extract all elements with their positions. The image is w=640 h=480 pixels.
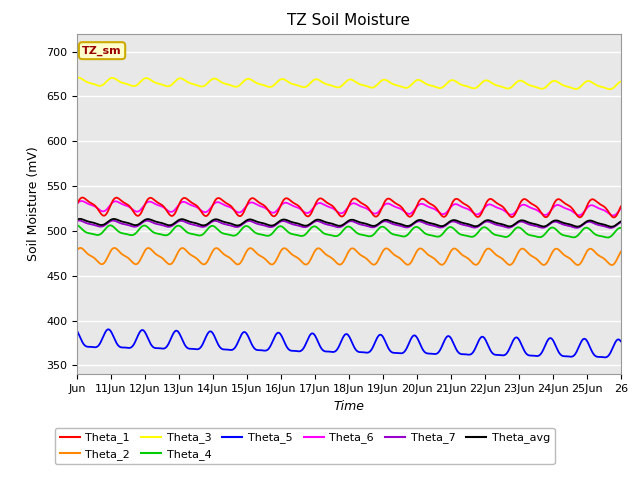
Theta_3: [605, 86, 613, 92]
Theta_avg: [76, 216, 84, 222]
Theta_1: [73, 202, 81, 207]
Theta_avg: [303, 223, 311, 228]
Theta_1: [303, 214, 311, 219]
Theta_7: [378, 219, 386, 225]
Theta_avg: [404, 223, 412, 229]
Theta_avg: [474, 223, 481, 228]
Theta_4: [617, 225, 625, 231]
Theta_2: [73, 248, 81, 253]
Theta_1: [568, 205, 576, 211]
Theta_6: [474, 212, 481, 217]
Theta_1: [404, 213, 412, 219]
X-axis label: Time: Time: [333, 400, 364, 413]
Theta_3: [243, 76, 251, 82]
Theta_2: [608, 262, 616, 268]
Theta_6: [378, 204, 386, 210]
Theta_2: [303, 261, 311, 267]
Theta_7: [617, 219, 625, 225]
Theta_6: [404, 211, 412, 216]
Line: Theta_3: Theta_3: [77, 78, 621, 89]
Theta_5: [568, 354, 576, 360]
Theta_4: [567, 234, 575, 240]
Theta_5: [243, 332, 251, 337]
Line: Theta_avg: Theta_avg: [77, 219, 621, 227]
Theta_3: [73, 75, 81, 81]
Theta_1: [610, 215, 618, 220]
Theta_2: [243, 248, 251, 253]
Theta_4: [403, 232, 411, 238]
Theta_4: [242, 223, 250, 229]
Theta_1: [79, 195, 86, 201]
Theta_2: [404, 262, 412, 267]
Theta_2: [474, 261, 481, 267]
Theta_6: [73, 201, 81, 207]
Theta_6: [609, 213, 617, 218]
Theta_7: [243, 218, 251, 224]
Theta_6: [568, 208, 576, 214]
Theta_5: [474, 340, 481, 346]
Theta_avg: [243, 217, 251, 223]
Theta_avg: [73, 217, 81, 223]
Legend: Theta_1, Theta_2, Theta_3, Theta_4, Theta_5, Theta_6, Theta_7, Theta_avg: Theta_1, Theta_2, Theta_3, Theta_4, Thet…: [55, 428, 555, 464]
Theta_3: [303, 83, 311, 89]
Theta_7: [303, 224, 311, 229]
Theta_5: [617, 338, 625, 344]
Theta_1: [243, 202, 251, 207]
Theta_5: [404, 342, 412, 348]
Theta_3: [74, 75, 82, 81]
Theta_avg: [608, 224, 616, 229]
Theta_4: [604, 235, 611, 240]
Theta_6: [243, 202, 251, 208]
Theta_6: [303, 210, 311, 216]
Line: Theta_1: Theta_1: [77, 198, 621, 217]
Theta_7: [404, 224, 412, 230]
Theta_7: [607, 225, 614, 231]
Theta_3: [617, 79, 625, 84]
Theta_1: [378, 204, 386, 210]
Theta_1: [474, 214, 481, 220]
Theta_4: [302, 231, 310, 237]
Theta_5: [105, 326, 113, 332]
Theta_2: [568, 257, 576, 263]
Theta_7: [73, 218, 81, 224]
Theta_avg: [568, 222, 576, 228]
Theta_2: [617, 249, 625, 254]
Theta_3: [378, 77, 386, 83]
Line: Theta_5: Theta_5: [77, 329, 621, 358]
Theta_5: [73, 328, 81, 334]
Title: TZ Soil Moisture: TZ Soil Moisture: [287, 13, 410, 28]
Theta_4: [473, 231, 481, 237]
Theta_7: [474, 224, 481, 230]
Theta_3: [474, 84, 481, 90]
Line: Theta_4: Theta_4: [77, 225, 621, 238]
Theta_5: [303, 337, 311, 343]
Theta_7: [76, 217, 83, 223]
Theta_avg: [617, 218, 625, 224]
Theta_4: [378, 224, 385, 230]
Theta_5: [378, 333, 386, 339]
Theta_2: [76, 245, 84, 251]
Theta_2: [378, 249, 386, 255]
Theta_4: [73, 222, 81, 228]
Line: Theta_7: Theta_7: [77, 220, 621, 228]
Theta_avg: [378, 218, 386, 224]
Theta_1: [617, 204, 625, 209]
Theta_3: [404, 84, 412, 90]
Line: Theta_6: Theta_6: [77, 201, 621, 216]
Y-axis label: Soil Moisture (mV): Soil Moisture (mV): [28, 146, 40, 262]
Theta_6: [617, 205, 625, 211]
Theta_5: [601, 355, 609, 360]
Theta_3: [568, 85, 576, 91]
Text: TZ_sm: TZ_sm: [82, 46, 122, 56]
Theta_6: [77, 198, 85, 204]
Line: Theta_2: Theta_2: [77, 248, 621, 265]
Theta_7: [568, 224, 576, 229]
